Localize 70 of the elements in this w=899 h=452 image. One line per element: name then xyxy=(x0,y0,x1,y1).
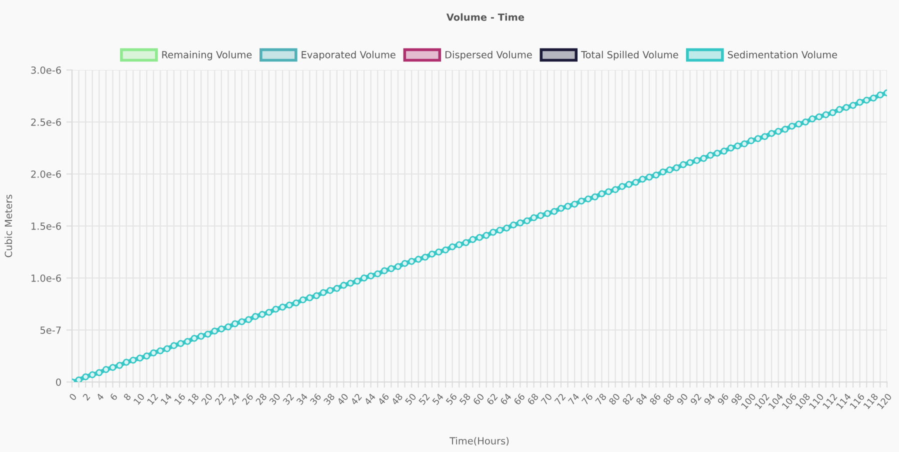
x-tick-label: 78 xyxy=(594,392,607,406)
x-tick-label: 32 xyxy=(282,393,294,406)
x-tick-label: 0 xyxy=(68,392,77,401)
y-tick-label: 1.0e-6 xyxy=(32,274,61,282)
x-tick-label: 68 xyxy=(526,392,539,406)
x-tick-label: 16 xyxy=(174,392,186,405)
x-tick-label: 12 xyxy=(146,393,158,405)
y-tick-label: 3.0e-6 xyxy=(31,66,61,74)
x-tick-label: 52 xyxy=(418,393,430,406)
x-tick-label: 6 xyxy=(110,392,118,401)
y-tick-label: 1.5e-6 xyxy=(32,222,61,230)
legend-label: Sedimentation Volume xyxy=(728,50,838,58)
x-tick-label: 4 xyxy=(96,392,104,401)
x-tick-label: 18 xyxy=(188,392,200,405)
x-tick-label: 8 xyxy=(123,392,132,401)
y-tick-label: 0 xyxy=(56,378,61,386)
x-tick-label: 84 xyxy=(636,392,648,406)
x-tick-label: 76 xyxy=(581,392,594,406)
x-tick-label: 34 xyxy=(296,392,308,406)
y-tick-label: 2.0e-6 xyxy=(31,170,61,178)
x-tick-label: 88 xyxy=(662,392,675,406)
x-tick-label: 74 xyxy=(568,392,580,406)
x-tick-label: 64 xyxy=(500,392,512,406)
x-tick-label: 20 xyxy=(200,392,213,406)
x-tick-label: 28 xyxy=(255,392,268,406)
x-tick-label: 80 xyxy=(608,392,620,406)
legend-label: Evaporated Volume xyxy=(302,50,396,60)
x-tick-label: 60 xyxy=(472,392,484,406)
x-tick-label: 70 xyxy=(540,392,552,406)
legend-label: Total Spilled Volume xyxy=(580,50,678,60)
x-tick-label: 30 xyxy=(268,392,281,406)
x-tick-label: 66 xyxy=(513,392,526,406)
x-tick-label: 50 xyxy=(404,392,417,406)
x-tick-label: 100 xyxy=(740,392,756,410)
x-tick-label: 10 xyxy=(133,392,145,405)
x-tick-label: 86 xyxy=(649,392,662,406)
x-tick-label: 40 xyxy=(336,392,349,406)
x-tick-label: 92 xyxy=(690,393,702,406)
x-tick-label: 14 xyxy=(160,392,172,405)
y-tick-label: 5e-7 xyxy=(40,326,61,334)
x-tick-label: 26 xyxy=(242,392,254,406)
x-tick-label: 82 xyxy=(622,393,634,406)
x-tick-label: 38 xyxy=(323,392,336,406)
chart-title: Volume - Time xyxy=(446,13,524,21)
x-tick-label: 72 xyxy=(554,393,566,406)
x-tick-label: 22 xyxy=(214,393,226,406)
x-tick-label: 94 xyxy=(704,392,716,406)
x-tick-label: 36 xyxy=(310,392,322,406)
x-tick-label: 48 xyxy=(391,392,403,406)
x-tick-label: 112 xyxy=(822,393,838,410)
legend-label: Remaining Volume xyxy=(162,50,252,60)
x-tick-label: 2 xyxy=(82,393,90,401)
x-tick-label: 54 xyxy=(432,392,444,406)
y-axis-title: Cubic Meters xyxy=(4,194,12,258)
x-tick-label: 62 xyxy=(486,393,498,406)
x-tick-label: 46 xyxy=(377,392,390,406)
legend-label: Dispersed Volume xyxy=(445,50,532,60)
x-tick-label: 120 xyxy=(876,392,892,410)
x-tick-label: 42 xyxy=(350,393,362,406)
x-tick-label: 90 xyxy=(676,392,688,406)
x-tick-label: 110 xyxy=(808,392,824,410)
x-axis-title: Time(Hours) xyxy=(450,437,509,446)
x-tick-label: 24 xyxy=(228,392,240,406)
x-tick-label: 96 xyxy=(717,392,729,406)
x-tick-label: 98 xyxy=(730,392,743,406)
x-tick-label: 44 xyxy=(364,392,376,406)
x-tick-label: 102 xyxy=(754,393,770,410)
x-tick-label: 58 xyxy=(459,392,471,406)
y-tick-label: 2.5e-6 xyxy=(31,118,61,126)
x-tick-label: 56 xyxy=(446,392,458,406)
